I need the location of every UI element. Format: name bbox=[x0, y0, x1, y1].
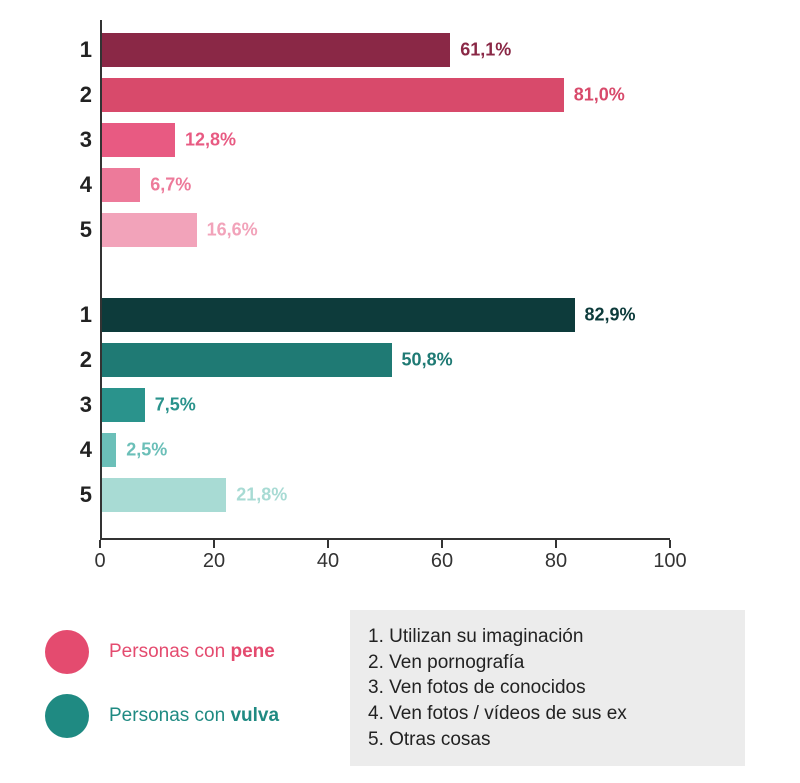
bar-group-vulva: 182,9% 250,8% 37,5% 42,5% 521,8% bbox=[102, 295, 670, 520]
bar-row: 516,6% bbox=[102, 210, 670, 250]
row-number: 2 bbox=[64, 347, 92, 373]
row-number: 1 bbox=[64, 302, 92, 328]
legend-key-item: 5. Otras cosas bbox=[368, 727, 727, 753]
legend-swatch-row: Personas con vulva bbox=[45, 694, 279, 738]
bar-value-label: 21,8% bbox=[236, 485, 287, 506]
bar bbox=[102, 78, 564, 112]
x-tick-mark bbox=[669, 540, 671, 548]
bar-value-label: 2,5% bbox=[126, 440, 167, 461]
x-tick-mark bbox=[327, 540, 329, 548]
bar-row: 42,5% bbox=[102, 430, 670, 470]
row-number: 5 bbox=[64, 217, 92, 243]
row-number: 2 bbox=[64, 82, 92, 108]
bar-row: 46,7% bbox=[102, 165, 670, 205]
x-axis: 020406080100 bbox=[100, 542, 670, 572]
x-tick-label: 20 bbox=[203, 550, 225, 573]
x-tick-label: 60 bbox=[431, 550, 453, 573]
x-tick-mark bbox=[99, 540, 101, 548]
legend-key-item: 1. Utilizan su imaginación bbox=[368, 624, 727, 650]
bar bbox=[102, 343, 392, 377]
bar bbox=[102, 33, 450, 67]
legend-swatch-circle bbox=[45, 694, 89, 738]
legend-swatch-circle bbox=[45, 630, 89, 674]
bar-group-pene: 161,1% 281,0% 312,8% 46,7% 516,6% bbox=[102, 30, 670, 255]
legend-area: Personas con pene Personas con vulva 1. U… bbox=[45, 620, 755, 760]
bar-value-label: 82,9% bbox=[585, 305, 636, 326]
x-tick-label: 0 bbox=[94, 550, 105, 573]
bar-value-label: 6,7% bbox=[150, 175, 191, 196]
legend-key-box: 1. Utilizan su imaginación2. Ven pornogr… bbox=[350, 610, 745, 766]
x-tick-label: 100 bbox=[653, 550, 686, 573]
legend-key-item: 3. Ven fotos de conocidos bbox=[368, 675, 727, 701]
legend-swatch-label: Personas con pene bbox=[109, 641, 275, 663]
chart-area: 161,1%281,0%312,8%46,7%516,6%182,9%250,8… bbox=[45, 20, 685, 575]
bar-row: 37,5% bbox=[102, 385, 670, 425]
row-number: 5 bbox=[64, 482, 92, 508]
bar bbox=[102, 298, 575, 332]
x-tick-mark bbox=[555, 540, 557, 548]
row-number: 1 bbox=[64, 37, 92, 63]
bar-row: 161,1% bbox=[102, 30, 670, 70]
bar bbox=[102, 388, 145, 422]
bar-value-label: 61,1% bbox=[460, 40, 511, 61]
bar bbox=[102, 168, 140, 202]
bar-value-label: 12,8% bbox=[185, 130, 236, 151]
row-number: 3 bbox=[64, 127, 92, 153]
bar-row: 250,8% bbox=[102, 340, 670, 380]
x-tick-label: 80 bbox=[545, 550, 567, 573]
legend-swatch-label: Personas con vulva bbox=[109, 705, 279, 727]
bar-value-label: 50,8% bbox=[402, 350, 453, 371]
bar-row: 281,0% bbox=[102, 75, 670, 115]
bar-row: 182,9% bbox=[102, 295, 670, 335]
legend-swatch-row: Personas con pene bbox=[45, 630, 279, 674]
bar bbox=[102, 433, 116, 467]
row-number: 3 bbox=[64, 392, 92, 418]
bar bbox=[102, 478, 226, 512]
row-number: 4 bbox=[64, 437, 92, 463]
bar-row: 312,8% bbox=[102, 120, 670, 160]
plot-area: 161,1% 281,0% 312,8% 46,7% 516,6% 182,9% 250,8… bbox=[100, 20, 670, 540]
bar-value-label: 81,0% bbox=[574, 85, 625, 106]
x-tick-mark bbox=[441, 540, 443, 548]
legend-swatches: Personas con pene Personas con vulva bbox=[45, 630, 279, 758]
x-tick-label: 40 bbox=[317, 550, 339, 573]
x-tick-mark bbox=[213, 540, 215, 548]
row-number: 4 bbox=[64, 172, 92, 198]
bar bbox=[102, 213, 197, 247]
bar-value-label: 16,6% bbox=[207, 220, 258, 241]
bar bbox=[102, 123, 175, 157]
bar-row: 521,8% bbox=[102, 475, 670, 515]
legend-key-item: 2. Ven pornografía bbox=[368, 650, 727, 676]
legend-key-item: 4. Ven fotos / vídeos de sus ex bbox=[368, 701, 727, 727]
bar-value-label: 7,5% bbox=[155, 395, 196, 416]
